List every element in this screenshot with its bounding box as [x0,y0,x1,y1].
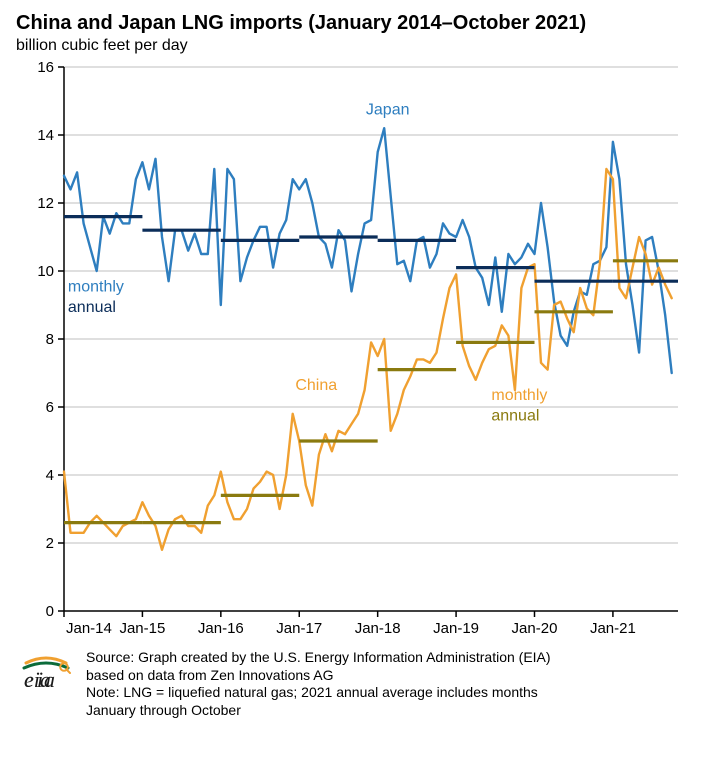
svg-text:e: e [24,667,34,692]
label-china_annual: annual [491,408,539,425]
svg-text:6: 6 [46,399,54,416]
eia-logo: eia e i a [16,649,76,693]
svg-text:i: i [37,667,43,692]
label-japan_monthly: monthly [68,278,124,295]
chart-title: China and Japan LNG imports (January 201… [16,12,701,35]
svg-text:10: 10 [37,263,54,280]
svg-text:Jan-15: Jan-15 [119,620,165,637]
label-japan_annual: annual [68,299,116,316]
label-china_series: China [295,377,337,394]
chart-plot-area: 0 2 4 6 8 10 12 14 16 Jan-14 Jan-15 Jan-16 Jan-17 Jan… [18,61,688,641]
svg-text:Jan-18: Jan-18 [355,620,401,637]
svg-text:16: 16 [37,61,54,76]
svg-text:8: 8 [46,331,54,348]
svg-text:Jan-19: Jan-19 [433,620,479,637]
svg-text:0: 0 [46,603,54,620]
chart-subtitle: billion cubic feet per day [16,37,701,55]
chart-footnotes: Source: Graph created by the U.S. Energy… [86,649,551,719]
svg-text:Jan-16: Jan-16 [198,620,244,637]
japan-monthly-line [64,128,672,373]
label-japan_series: Japan [366,102,410,119]
svg-text:14: 14 [37,127,54,144]
svg-text:4: 4 [46,467,54,484]
svg-text:Jan-21: Jan-21 [590,620,636,637]
china-monthly-line [64,169,672,550]
chart-footer: eia e i a Source: Graph created by the U… [14,649,701,719]
source-line-1: Source: Graph created by the U.S. Energy… [86,649,551,667]
note-line-1: Note: LNG = liquefied natural gas; 2021 … [86,684,551,702]
svg-text:Jan-20: Jan-20 [512,620,558,637]
source-line-2: based on data from Zen Innovations AG [86,667,551,685]
svg-text:Jan-14: Jan-14 [66,620,112,637]
line-chart-svg: 0 2 4 6 8 10 12 14 16 Jan-14 Jan-15 Jan-16 Jan-17 Jan… [18,61,688,641]
note-line-2: January through October [86,702,551,720]
svg-text:a: a [44,667,55,692]
label-china_monthly: monthly [491,387,547,404]
chart-container: China and Japan LNG imports (January 201… [0,0,715,758]
svg-text:Jan-17: Jan-17 [276,620,322,637]
svg-text:12: 12 [37,195,54,212]
svg-text:2: 2 [46,535,54,552]
